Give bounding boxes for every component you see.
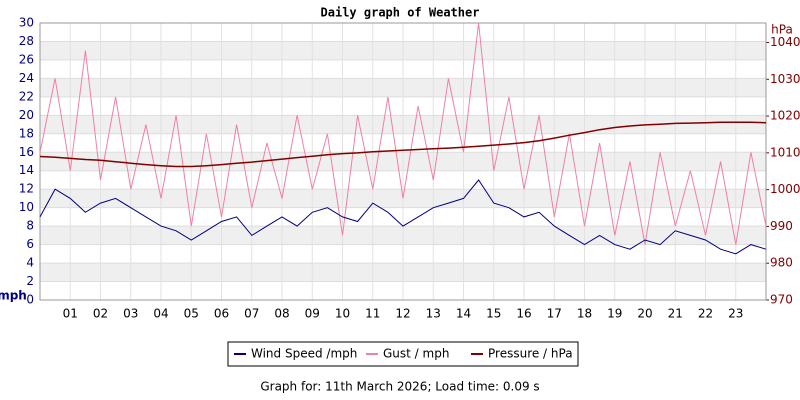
- y-tick-label: 26: [19, 52, 34, 66]
- y-axis-label: mph: [0, 289, 27, 303]
- x-tick-label: 03: [123, 307, 138, 321]
- y2-tick-label: 970: [770, 293, 793, 307]
- x-tick-label: 13: [426, 307, 441, 321]
- y2-tick-label: 990: [770, 219, 793, 233]
- x-tick-label: 20: [637, 307, 652, 321]
- x-tick-label: 09: [305, 307, 320, 321]
- footer: Graph for: 11th March 2026; Load time: 0…: [260, 380, 539, 394]
- legend-box: [227, 341, 579, 367]
- x-tick-label: 06: [214, 307, 229, 321]
- x-tick-label: 23: [728, 307, 743, 321]
- x-tick-label: 14: [456, 307, 471, 321]
- x-tick-label: 19: [607, 307, 622, 321]
- plot-border: [39, 22, 767, 301]
- y-tick-label: 24: [19, 71, 34, 85]
- x-tick-label: 10: [335, 307, 350, 321]
- x-tick-label: 17: [547, 307, 562, 321]
- y2-tick-label: 1010: [770, 145, 800, 159]
- x-tick-label: 22: [698, 307, 713, 321]
- y-tick-label: 30: [19, 16, 34, 30]
- y2-tick-label: 1000: [770, 182, 800, 196]
- legend-label: Pressure / hPa: [488, 347, 573, 361]
- y-tick-label: 18: [19, 126, 34, 140]
- y-tick-label: 22: [19, 89, 34, 103]
- x-tick-label: 16: [516, 307, 531, 321]
- y-tick-label: 4: [26, 256, 34, 270]
- legend-label: Wind Speed /mph: [251, 347, 357, 361]
- x-tick-label: 02: [93, 307, 108, 321]
- y2-tick-label: 980: [770, 256, 793, 270]
- legend-label: Gust / mph: [383, 347, 449, 361]
- y-tick-label: 6: [26, 237, 34, 251]
- x-tick-label: 01: [63, 307, 78, 321]
- x-tick-label: 07: [244, 307, 259, 321]
- y-tick-label: 28: [19, 34, 34, 48]
- y-tick-label: 12: [19, 182, 34, 196]
- y2-tick-label: 1040: [770, 35, 800, 49]
- y-tick-label: 2: [26, 274, 34, 288]
- series-line: [39, 121, 767, 168]
- series-line: [39, 179, 767, 255]
- y-tick-label: 8: [26, 219, 34, 233]
- y-tick-label: 14: [19, 163, 34, 177]
- y-tick-label: 0: [26, 293, 34, 307]
- x-tick-label: 04: [153, 307, 168, 321]
- y2-tick-label: 1030: [770, 72, 800, 86]
- series-line: [39, 22, 767, 245]
- x-tick-label: 11: [365, 307, 380, 321]
- x-tick-label: 05: [184, 307, 199, 321]
- y-tick-label: 16: [19, 145, 34, 159]
- y2-tick-label: 1020: [770, 109, 800, 123]
- x-tick-label: 18: [577, 307, 592, 321]
- y-tick-label: 10: [19, 200, 34, 214]
- x-tick-label: 12: [395, 307, 410, 321]
- x-tick-label: 15: [486, 307, 501, 321]
- x-tick-label: 08: [274, 307, 289, 321]
- y2-axis-label: hPa: [771, 23, 793, 37]
- x-tick-label: 21: [668, 307, 683, 321]
- chart-title: Daily graph of Weather: [321, 6, 480, 20]
- y-tick-label: 20: [19, 108, 34, 122]
